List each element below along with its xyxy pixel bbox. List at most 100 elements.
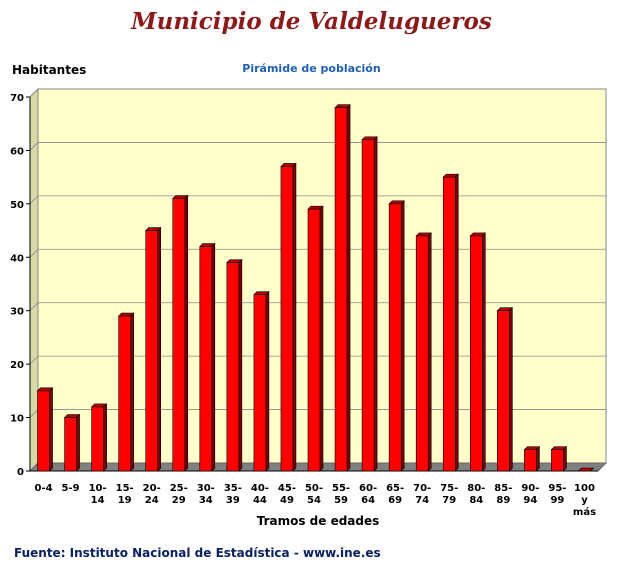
bar [551,449,564,472]
y-tick-label: 40 [10,253,24,264]
bar [118,315,131,472]
source-footer: Fuente: Instituto Nacional de Estadístic… [14,546,381,560]
y-tick-label: 30 [10,307,24,318]
x-tick-label: más [573,506,596,518]
x-tick-label: 75- [440,483,458,494]
bar-side [481,232,486,472]
bar-side [130,312,134,472]
y-axis-label: Habitantes [12,63,87,77]
x-tick-label: 20- [143,483,161,494]
bar-top [577,467,595,472]
bar [64,417,77,472]
gridline-side [29,302,39,311]
y-tick-label: 20 [10,360,24,371]
bar-top [523,446,541,450]
x-tick-label: 0-4 [34,483,52,494]
x-tick-label: 10- [89,483,107,494]
y-tick-label: 60 [10,146,24,157]
bar [497,310,510,472]
y-tick-label: 70 [10,93,24,104]
bar-top [117,312,135,317]
bar-side [103,403,107,472]
x-tick-label: 69 [388,495,402,506]
bar-side [373,136,378,472]
chart-title: Municipio de Valdelugueros [131,8,492,35]
chart-subtitle: Pirámide de población [242,62,381,75]
bar-top [415,232,432,237]
x-tick-label: 84 [469,495,483,506]
y-tick-label: 50 [10,200,24,211]
x-tick-label: 59 [334,495,348,506]
bar-top [36,387,54,392]
x-tick-label: 55- [332,483,350,494]
bar [415,235,429,472]
bar-side [184,194,189,472]
bar [361,139,375,472]
bar-side [400,200,405,472]
x-tick-label: 70- [413,483,431,494]
bar-side [319,205,324,472]
x-tick-label: 5-9 [62,483,80,494]
x-tick-label: 95- [548,483,566,494]
bar-top [226,259,243,263]
bar-side [265,290,270,472]
x-tick-label: 50- [305,483,323,494]
x-tick-label: 39 [226,495,240,506]
bar [307,208,321,472]
x-tick-label: 99 [550,495,564,506]
bar-top [334,104,351,108]
bar-side [536,445,540,472]
x-tick-label: 14 [91,495,105,506]
x-tick-label: 45- [278,483,296,494]
x-tick-label: 79 [442,495,456,506]
bar [442,176,456,472]
y-tick-label: 0 [17,467,24,478]
bar-top [280,163,297,167]
x-tick-label: 74 [415,495,429,506]
bar [37,390,50,472]
bar-top [253,291,270,295]
bar [334,107,348,472]
bar-top [63,414,81,418]
x-tick-label: 49 [280,495,294,506]
x-axis-label: Tramos de edades [256,514,380,528]
bar [469,235,483,472]
bar-side [454,173,459,472]
bar-top [469,232,487,237]
bar [524,449,537,472]
x-tick-label: 90- [521,483,539,494]
bar [145,230,159,472]
x-tick-label: 80- [467,483,485,494]
gridline-side [29,88,39,98]
gridline-side [29,409,39,418]
bar-side [211,242,216,472]
bar [199,246,213,472]
bar [253,294,267,472]
x-tick-label: 30- [197,483,215,494]
x-tick-label: 89 [496,495,510,506]
bar-top [496,307,514,312]
bar-side [563,445,567,472]
x-tick-label: 64 [361,495,375,506]
x-tick-label: 29 [172,495,186,506]
bar-side [76,413,80,472]
x-tick-label: 19 [118,495,132,506]
bar-side [427,232,432,472]
x-tick-label: 60- [359,483,377,494]
x-tick-label: 24 [145,495,159,506]
bar-side [346,103,351,472]
bar-side [509,306,513,472]
bar [280,166,294,472]
bar-top [172,195,189,199]
bar-side [49,387,53,472]
bar-side [157,226,162,472]
bar-top [388,200,405,205]
bar-top [550,446,568,450]
bar-top [90,403,108,408]
x-tick-label: 85- [494,483,512,494]
gridline-side [29,142,39,151]
bar-top [442,173,459,178]
bar-side [292,162,297,472]
x-tick-label: 65- [386,483,404,494]
